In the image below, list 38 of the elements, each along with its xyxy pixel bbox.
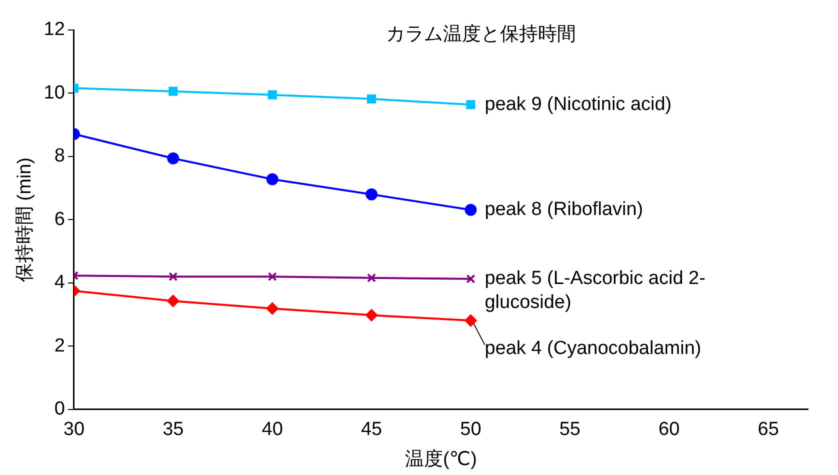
- point: [167, 152, 180, 164]
- series-label: peak 5 (L-Ascorbic acid 2-glucoside): [484, 268, 706, 314]
- point: [266, 302, 278, 315]
- x-tick-label: 45: [360, 419, 382, 440]
- point: [466, 100, 476, 110]
- x-axis-title: 温度(℃): [404, 448, 477, 470]
- y-tick-label: 6: [54, 208, 65, 230]
- point: [366, 273, 376, 282]
- point: [168, 86, 178, 96]
- point: [466, 274, 476, 284]
- x-tick-label: 60: [658, 419, 680, 440]
- point: [366, 309, 378, 322]
- series-label: peak 9 (Nicotinic acid): [484, 94, 672, 115]
- series-label: peak 4 (Cyanocobalamin): [484, 338, 702, 360]
- point: [464, 314, 477, 327]
- point: [366, 94, 376, 104]
- y-tick-label: 4: [54, 272, 66, 294]
- y-tick-label: 10: [44, 82, 65, 104]
- x-tick-label: 30: [63, 419, 85, 440]
- point: [268, 90, 277, 100]
- y-tick-label: 8: [54, 146, 65, 167]
- x-tick-label: 65: [758, 419, 779, 440]
- x-tick-label: 50: [460, 419, 482, 440]
- point: [167, 294, 180, 307]
- y-tick-label: 12: [44, 19, 65, 40]
- y-axis-title: 保持時間 (min): [14, 157, 36, 282]
- x-tick-label: 55: [559, 419, 580, 440]
- x-tick-label: 40: [262, 419, 283, 440]
- x-tick-label: 35: [162, 419, 184, 440]
- point: [366, 188, 378, 200]
- y-tick-label: 2: [54, 335, 65, 356]
- point: [464, 204, 477, 216]
- point: [168, 272, 178, 282]
- y-tick-label: 0: [54, 398, 65, 420]
- point: [266, 173, 278, 186]
- point: [268, 272, 277, 282]
- chart-title: カラム温度と保持時間: [386, 23, 576, 46]
- series-label: peak 8 (Riboflavin): [484, 199, 644, 220]
